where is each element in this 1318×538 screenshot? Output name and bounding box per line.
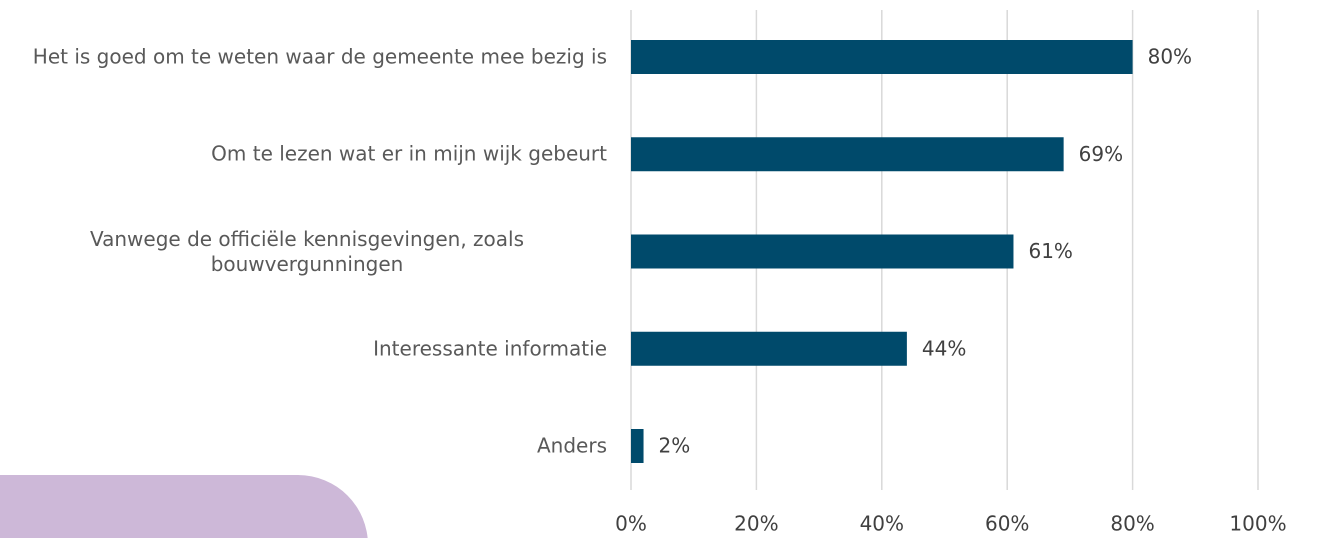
x-tick-label: 60% [985, 512, 1029, 536]
data-label: 44% [922, 336, 966, 360]
bar [631, 234, 1014, 269]
data-label: 69% [1079, 142, 1123, 166]
x-tick-label: 80% [1110, 512, 1154, 536]
x-tick-label: 0% [615, 512, 647, 536]
category-label: Vanwege de officiële kennisgevingen, zoa… [89, 226, 524, 276]
category-label: Om te lezen wat er in mijn wijk gebeurt [211, 141, 607, 166]
decoration [0, 475, 368, 538]
x-tick-label: 40% [860, 512, 904, 536]
category-label: Anders [537, 433, 607, 458]
bar [631, 429, 644, 463]
data-label: 2% [659, 434, 691, 458]
bar [631, 40, 1133, 74]
category-label: Het is goed om te weten waar de gemeente… [32, 44, 607, 69]
data-label: 80% [1148, 45, 1192, 69]
bar [631, 137, 1064, 172]
data-label: 61% [1028, 239, 1072, 263]
category-label: Interessante informatie [373, 336, 607, 361]
x-tick-label: 100% [1229, 512, 1286, 536]
bar [631, 331, 907, 366]
x-tick-label: 20% [734, 512, 778, 536]
